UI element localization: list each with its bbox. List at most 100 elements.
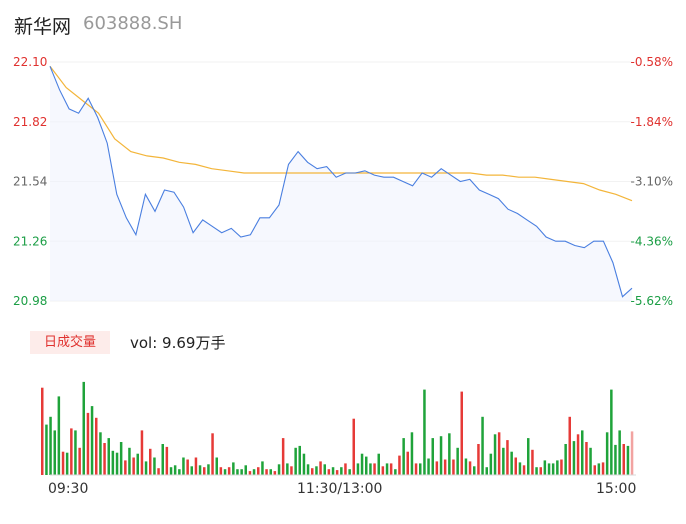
- volume-bar: [610, 389, 613, 475]
- volume-bar: [581, 430, 584, 475]
- volume-bar: [360, 453, 364, 475]
- volume-bar: [352, 418, 355, 475]
- volume-bar: [522, 465, 526, 475]
- volume-bar: [103, 443, 106, 475]
- volume-bar: [99, 432, 102, 475]
- volume-badge[interactable]: 日成交量: [30, 331, 110, 354]
- volume-bar: [128, 447, 131, 475]
- volume-bar: [161, 444, 164, 475]
- volume-bar: [551, 463, 555, 475]
- volume-bar: [65, 452, 69, 475]
- volume-bar: [481, 416, 484, 475]
- price-area: [50, 66, 632, 301]
- volume-bar: [514, 457, 517, 475]
- volume-bar: [223, 469, 227, 475]
- volume-bar: [535, 467, 538, 475]
- volume-bar: [194, 457, 198, 475]
- volume-bar: [539, 467, 542, 475]
- volume-bar: [190, 466, 193, 475]
- volume-bar: [589, 447, 592, 475]
- volume-bar: [186, 459, 189, 475]
- volume-bar: [568, 416, 571, 475]
- volume-total: vol: 9.69万手: [130, 334, 226, 352]
- volume-bar: [41, 387, 44, 475]
- volume-bar: [178, 469, 181, 475]
- volume-bar: [61, 451, 65, 475]
- percent-tick-label: -0.58%: [631, 55, 673, 69]
- volume-bar: [244, 465, 247, 475]
- volume-bar: [74, 430, 77, 475]
- volume-bar: [240, 469, 243, 475]
- volume-bar: [315, 466, 318, 475]
- volume-bar: [203, 467, 206, 475]
- volume-bar: [410, 432, 414, 475]
- volume-bar: [398, 455, 401, 475]
- volume-bar: [435, 461, 439, 475]
- volume-bar: [381, 466, 385, 475]
- volume-bar: [215, 457, 218, 475]
- volume-bar: [323, 464, 326, 475]
- volume-bar: [290, 466, 293, 475]
- volume-bar: [340, 467, 343, 475]
- volume-bar: [585, 442, 588, 475]
- volume-bar: [124, 460, 127, 475]
- volume-bar: [443, 459, 447, 475]
- volume-bar: [564, 444, 567, 475]
- time-tick-open: 09:30: [48, 481, 89, 497]
- stock-name: 新华网: [14, 16, 72, 38]
- percent-tick-label: -3.10%: [631, 175, 673, 189]
- volume-bar: [86, 412, 90, 475]
- volume-bar: [82, 381, 85, 475]
- volume-bar: [95, 417, 98, 475]
- volume-bar: [144, 461, 148, 475]
- volume-bar: [373, 463, 376, 475]
- volume-bar: [136, 453, 139, 475]
- volume-bar: [452, 459, 455, 475]
- volume-bar: [439, 436, 443, 475]
- volume-bar: [497, 432, 501, 475]
- volume-bar: [377, 453, 380, 475]
- volume-bar: [115, 452, 119, 475]
- volume-bar: [281, 438, 285, 475]
- stock-code: 603888.SH: [83, 13, 183, 34]
- volume-bar: [236, 469, 239, 475]
- volume-bar: [302, 453, 306, 475]
- volume-bar: [157, 468, 160, 475]
- volume-bar: [419, 463, 422, 475]
- volume-bar: [448, 433, 451, 475]
- percent-tick-label: -5.62%: [631, 294, 673, 308]
- volume-bar: [630, 431, 634, 475]
- volume-bar: [518, 462, 522, 475]
- volume-bar: [319, 461, 322, 475]
- volume-bar: [431, 438, 434, 475]
- volume-bar: [389, 463, 393, 475]
- volume-bar: [140, 430, 144, 475]
- volume-bar: [252, 469, 256, 475]
- volume-bar: [394, 469, 397, 475]
- volume-bar: [248, 471, 252, 475]
- volume-bar: [182, 457, 185, 475]
- volume-bar: [198, 465, 202, 475]
- volume-bar: [344, 463, 347, 475]
- volume-bar: [402, 438, 405, 475]
- volume-bar: [78, 447, 81, 475]
- volume-bar: [406, 451, 409, 475]
- volume-bar: [356, 463, 360, 475]
- price-tick-label: 21.82: [13, 115, 47, 129]
- volume-bar: [464, 458, 468, 475]
- volume-bar: [277, 464, 281, 475]
- price-tick-label: 20.98: [13, 294, 47, 308]
- volume-bar: [510, 451, 513, 475]
- volume-bar: [414, 463, 418, 475]
- volume-bar: [605, 432, 609, 475]
- volume-bar: [369, 463, 372, 475]
- price-tick-label: 21.54: [13, 175, 47, 189]
- volume-bar: [456, 447, 459, 475]
- volume-bar: [173, 465, 177, 475]
- volume-bar: [207, 464, 210, 475]
- volume-bar: [506, 440, 509, 475]
- price-tick-label: 22.10: [13, 55, 47, 69]
- volume-bar: [70, 428, 73, 475]
- volume-bar: [460, 391, 463, 475]
